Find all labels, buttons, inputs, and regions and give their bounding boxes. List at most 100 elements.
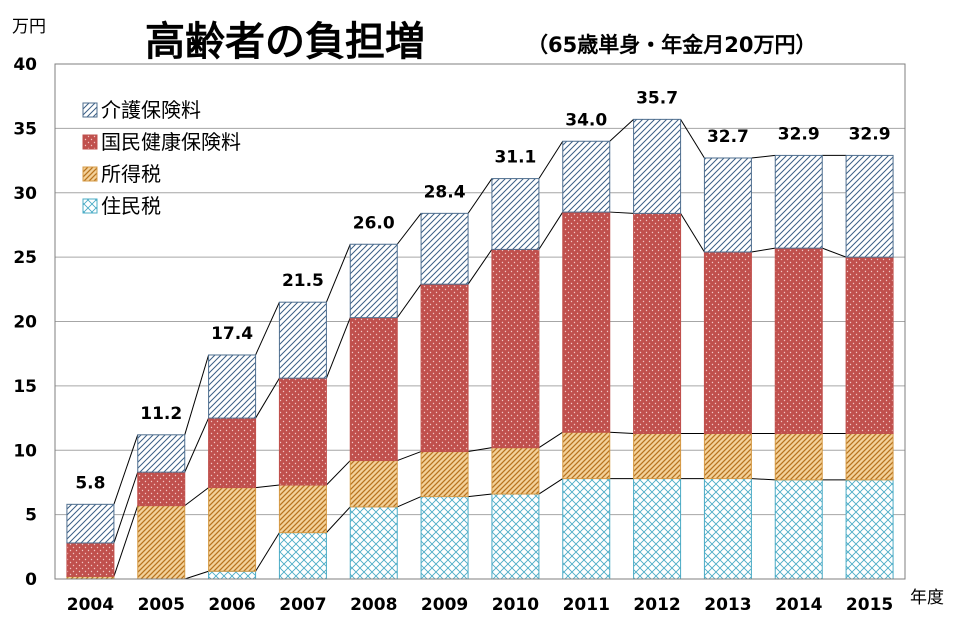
series-connector — [751, 247, 776, 253]
bar-segment — [633, 478, 682, 580]
gridlines — [55, 127, 905, 516]
bar-segment — [349, 317, 398, 462]
legend-label: 所得税 — [101, 162, 161, 186]
bar-segment — [208, 570, 257, 580]
legend-swatch — [82, 166, 98, 182]
series-connector — [680, 119, 705, 159]
total-label: 34.0 — [565, 110, 607, 130]
series-connector — [538, 478, 564, 495]
bar-segment — [491, 447, 540, 495]
x-tick-label: 2009 — [421, 595, 468, 615]
series-connector — [751, 154, 776, 159]
y-tick-label: 35 — [13, 119, 37, 139]
x-tick-label: 2004 — [67, 595, 114, 615]
y-tick-label: 15 — [13, 377, 37, 397]
chart-title: 高齢者の負担増 — [145, 19, 425, 65]
stacked-bars — [66, 118, 894, 580]
series-connector — [255, 484, 280, 489]
series-connector — [255, 377, 280, 419]
bar-segment — [66, 503, 115, 544]
x-tick-label: 2010 — [492, 595, 539, 615]
total-labels: 5.8 11.2 17.4 21.5 26.0 28.4 31.1 34.0 35.7 32.7 3… — [75, 88, 890, 493]
x-tick-label: 2011 — [563, 595, 610, 615]
series-connector — [468, 493, 492, 498]
bar-segment — [66, 542, 115, 577]
y-axis-unit-label: 万円 — [12, 17, 46, 37]
bar-segment — [491, 248, 540, 449]
bar-segment — [420, 283, 469, 453]
series-connector — [326, 506, 351, 533]
series-connector — [751, 478, 776, 481]
bar-segment — [774, 154, 823, 249]
legend-label: 住民税 — [101, 194, 161, 218]
total-label: 26.0 — [353, 213, 395, 233]
series-connector — [822, 247, 847, 258]
x-tick-label: 2007 — [279, 595, 326, 615]
bar-segment — [703, 157, 752, 253]
bar-segment — [562, 431, 611, 480]
series-connector — [467, 178, 493, 214]
bar-segment — [633, 433, 682, 480]
series-connector — [184, 417, 210, 473]
bar-segment — [774, 433, 823, 481]
total-label: 28.4 — [424, 182, 466, 202]
total-label: 32.7 — [707, 127, 749, 147]
series-connector — [325, 244, 351, 303]
x-tick-label: 2006 — [208, 595, 255, 615]
legend-swatch — [82, 198, 98, 214]
bar-segment — [633, 118, 682, 214]
bar-segment — [845, 479, 894, 580]
bar-segment — [633, 212, 682, 435]
bar-segment — [420, 496, 469, 580]
bar-segment — [208, 487, 257, 572]
y-tick-label: 5 — [25, 506, 37, 526]
y-tick-label: 30 — [13, 184, 37, 204]
series-connector — [538, 431, 564, 449]
bar-segment — [349, 243, 398, 319]
bar-segment — [420, 212, 469, 285]
series-connector — [113, 471, 139, 544]
bar-segment — [491, 178, 540, 250]
total-label: 5.8 — [75, 473, 105, 493]
y-tick-label: 0 — [25, 570, 37, 590]
bar-segment — [137, 471, 186, 507]
series-connector — [396, 283, 422, 318]
series-connector — [538, 140, 564, 179]
bar-segment — [208, 417, 257, 489]
series-connector — [255, 532, 280, 572]
total-label: 32.9 — [849, 124, 891, 144]
bar-segment — [349, 506, 398, 580]
bar-segment — [349, 460, 398, 508]
y-tick-label: 20 — [13, 313, 37, 333]
x-tick-label: 2014 — [775, 595, 822, 615]
series-connector — [468, 447, 492, 453]
x-tick-label: 2012 — [633, 595, 680, 615]
series-connector — [609, 431, 634, 435]
bar-segment — [278, 484, 327, 534]
total-label: 11.2 — [140, 404, 182, 424]
series-connector — [680, 213, 705, 253]
bar-segment — [703, 433, 752, 480]
x-tick-label: 2005 — [138, 595, 185, 615]
series-connector — [397, 496, 422, 508]
bar-segment — [278, 301, 327, 379]
series-connector — [255, 301, 280, 356]
series-connector — [184, 570, 209, 580]
series-connector — [609, 118, 634, 142]
series-connector — [325, 317, 351, 379]
bar-segment — [278, 532, 327, 580]
y-tick-label: 10 — [13, 441, 37, 461]
series-connector — [326, 460, 351, 486]
y-tick-label: 40 — [13, 55, 37, 75]
total-label: 17.4 — [211, 324, 253, 344]
total-label: 31.1 — [494, 148, 536, 168]
bar-segment — [137, 434, 186, 473]
bar-segment — [845, 154, 894, 258]
bar-segment — [562, 140, 611, 213]
series-connector — [184, 487, 209, 507]
series-connector — [396, 213, 422, 245]
x-tick-label: 2008 — [350, 595, 397, 615]
x-axis: 2004 2005 2006 2007 2008 2009 2010 2011 2012 2013… — [67, 595, 893, 615]
series-connector — [184, 354, 210, 435]
bar-segment — [420, 451, 469, 498]
